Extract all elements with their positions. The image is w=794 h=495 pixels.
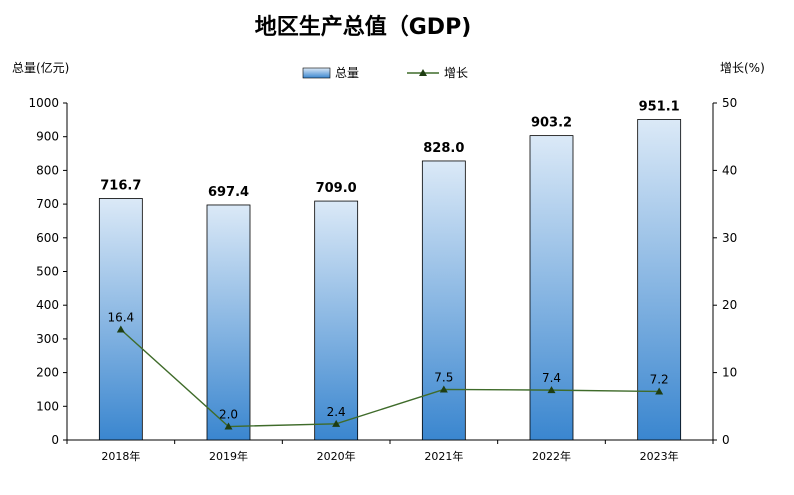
bar xyxy=(421,160,466,441)
left-tick-label: 0 xyxy=(51,433,59,447)
legend-line-label: 增长 xyxy=(444,66,468,80)
bar-value-label: 828.0 xyxy=(423,141,464,156)
bar-value-label: 709.0 xyxy=(316,181,357,196)
line-value-label: 7.2 xyxy=(650,372,669,386)
axes: 0 100 200 300 400 500 600 700 800 900 1000 0 10 20 30 4… xyxy=(28,96,737,463)
line-point xyxy=(439,385,448,393)
x-tick-label: 2018年 xyxy=(101,449,140,463)
right-axis-title: 增长(%) xyxy=(720,61,765,75)
bar-value-label: 903.2 xyxy=(531,116,572,131)
left-tick-label: 300 xyxy=(36,332,59,346)
bar xyxy=(529,135,574,441)
left-tick-label: 1000 xyxy=(28,96,59,110)
line-value-label: 7.4 xyxy=(542,371,561,385)
legend-bar-label: 总量 xyxy=(335,66,359,80)
left-tick-label: 600 xyxy=(36,231,59,245)
bar-value-label: 951.1 xyxy=(639,99,680,114)
right-tick-label: 0 xyxy=(722,433,730,447)
growth-line xyxy=(120,328,660,428)
chart-title: 地区生产总值（GDP) xyxy=(255,14,472,40)
left-tick-label: 400 xyxy=(36,298,59,312)
line-value-label: 16.4 xyxy=(107,310,134,324)
right-tick-label: 50 xyxy=(722,96,737,110)
growth-line-series: 16.4 2.0 2.4 7.5 7.4 7.2 xyxy=(107,310,669,430)
x-tick-label: 2019年 xyxy=(209,449,248,463)
legend: 总量 增长 xyxy=(302,66,468,80)
x-tick-label: 2022年 xyxy=(532,449,571,463)
legend-bar-swatch xyxy=(302,67,331,79)
line-point xyxy=(116,325,125,333)
x-tick-label: 2020年 xyxy=(317,449,356,463)
bar-value-label: 697.4 xyxy=(208,185,249,200)
left-tick-label: 700 xyxy=(36,197,59,211)
left-tick-label: 100 xyxy=(36,399,59,413)
line-point xyxy=(332,419,341,427)
left-tick-label: 900 xyxy=(36,130,59,144)
left-tick-label: 800 xyxy=(36,163,59,177)
line-value-label: 2.0 xyxy=(219,408,238,422)
right-tick-label: 10 xyxy=(722,366,737,380)
bar xyxy=(314,200,359,441)
x-tick-label: 2023年 xyxy=(640,449,679,463)
bar-value-label: 716.7 xyxy=(100,178,141,193)
bar xyxy=(206,204,251,441)
legend-line-marker xyxy=(419,69,427,76)
bar xyxy=(98,198,143,441)
right-tick-label: 20 xyxy=(722,298,737,312)
left-tick-label: 200 xyxy=(36,366,59,380)
right-tick-label: 40 xyxy=(722,163,737,177)
left-axis-title: 总量(亿元) xyxy=(12,60,69,75)
x-tick-label: 2021年 xyxy=(424,449,463,463)
line-value-label: 7.5 xyxy=(434,370,453,384)
bar xyxy=(637,119,682,441)
line-point xyxy=(224,422,233,430)
line-value-label: 2.4 xyxy=(327,405,346,419)
line-point xyxy=(655,387,664,395)
right-tick-label: 30 xyxy=(722,231,737,245)
left-tick-label: 500 xyxy=(36,265,59,279)
line-point xyxy=(547,386,556,394)
